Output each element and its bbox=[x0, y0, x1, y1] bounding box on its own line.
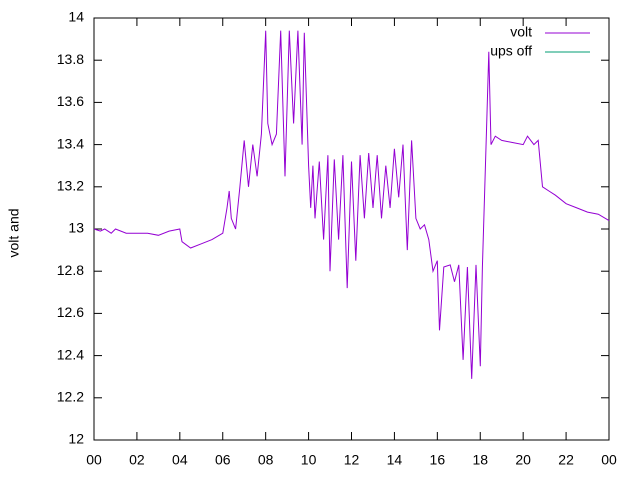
x-tick-label: 08 bbox=[258, 452, 274, 468]
plot-frame bbox=[93, 17, 610, 441]
y-tick-label: 12 bbox=[68, 431, 84, 447]
y-tick-label: 12.4 bbox=[57, 346, 84, 362]
x-tick-label: 00 bbox=[601, 452, 617, 468]
x-tick-label: 12 bbox=[344, 452, 360, 468]
y-tick-label: 13.4 bbox=[57, 135, 84, 151]
x-tick-label: 18 bbox=[472, 452, 488, 468]
legend-label: volt bbox=[510, 24, 532, 40]
x-tick-label: 00 bbox=[86, 452, 102, 468]
y-axis-label: volt and bbox=[6, 208, 22, 257]
y-tick-label: 13 bbox=[68, 220, 84, 236]
y-tick-label: 14 bbox=[68, 9, 84, 25]
x-tick-label: 14 bbox=[387, 452, 403, 468]
y-tick-label: 12.8 bbox=[57, 262, 84, 278]
x-tick-label: 06 bbox=[215, 452, 231, 468]
x-tick-label: 22 bbox=[558, 452, 574, 468]
y-tick-label: 13.2 bbox=[57, 178, 84, 194]
y-tick-label: 13.8 bbox=[57, 51, 84, 67]
x-tick-label: 10 bbox=[301, 452, 317, 468]
x-tick-label: 20 bbox=[515, 452, 531, 468]
legend-label: ups off bbox=[490, 43, 532, 59]
data-line bbox=[93, 30, 610, 379]
y-tick-label: 13.6 bbox=[57, 93, 84, 109]
y-tick-label: 12.6 bbox=[57, 304, 84, 320]
x-tick-label: 02 bbox=[129, 452, 145, 468]
x-tick-label: 04 bbox=[172, 452, 188, 468]
x-tick-label: 16 bbox=[430, 452, 446, 468]
y-tick-label: 12.2 bbox=[57, 389, 84, 405]
